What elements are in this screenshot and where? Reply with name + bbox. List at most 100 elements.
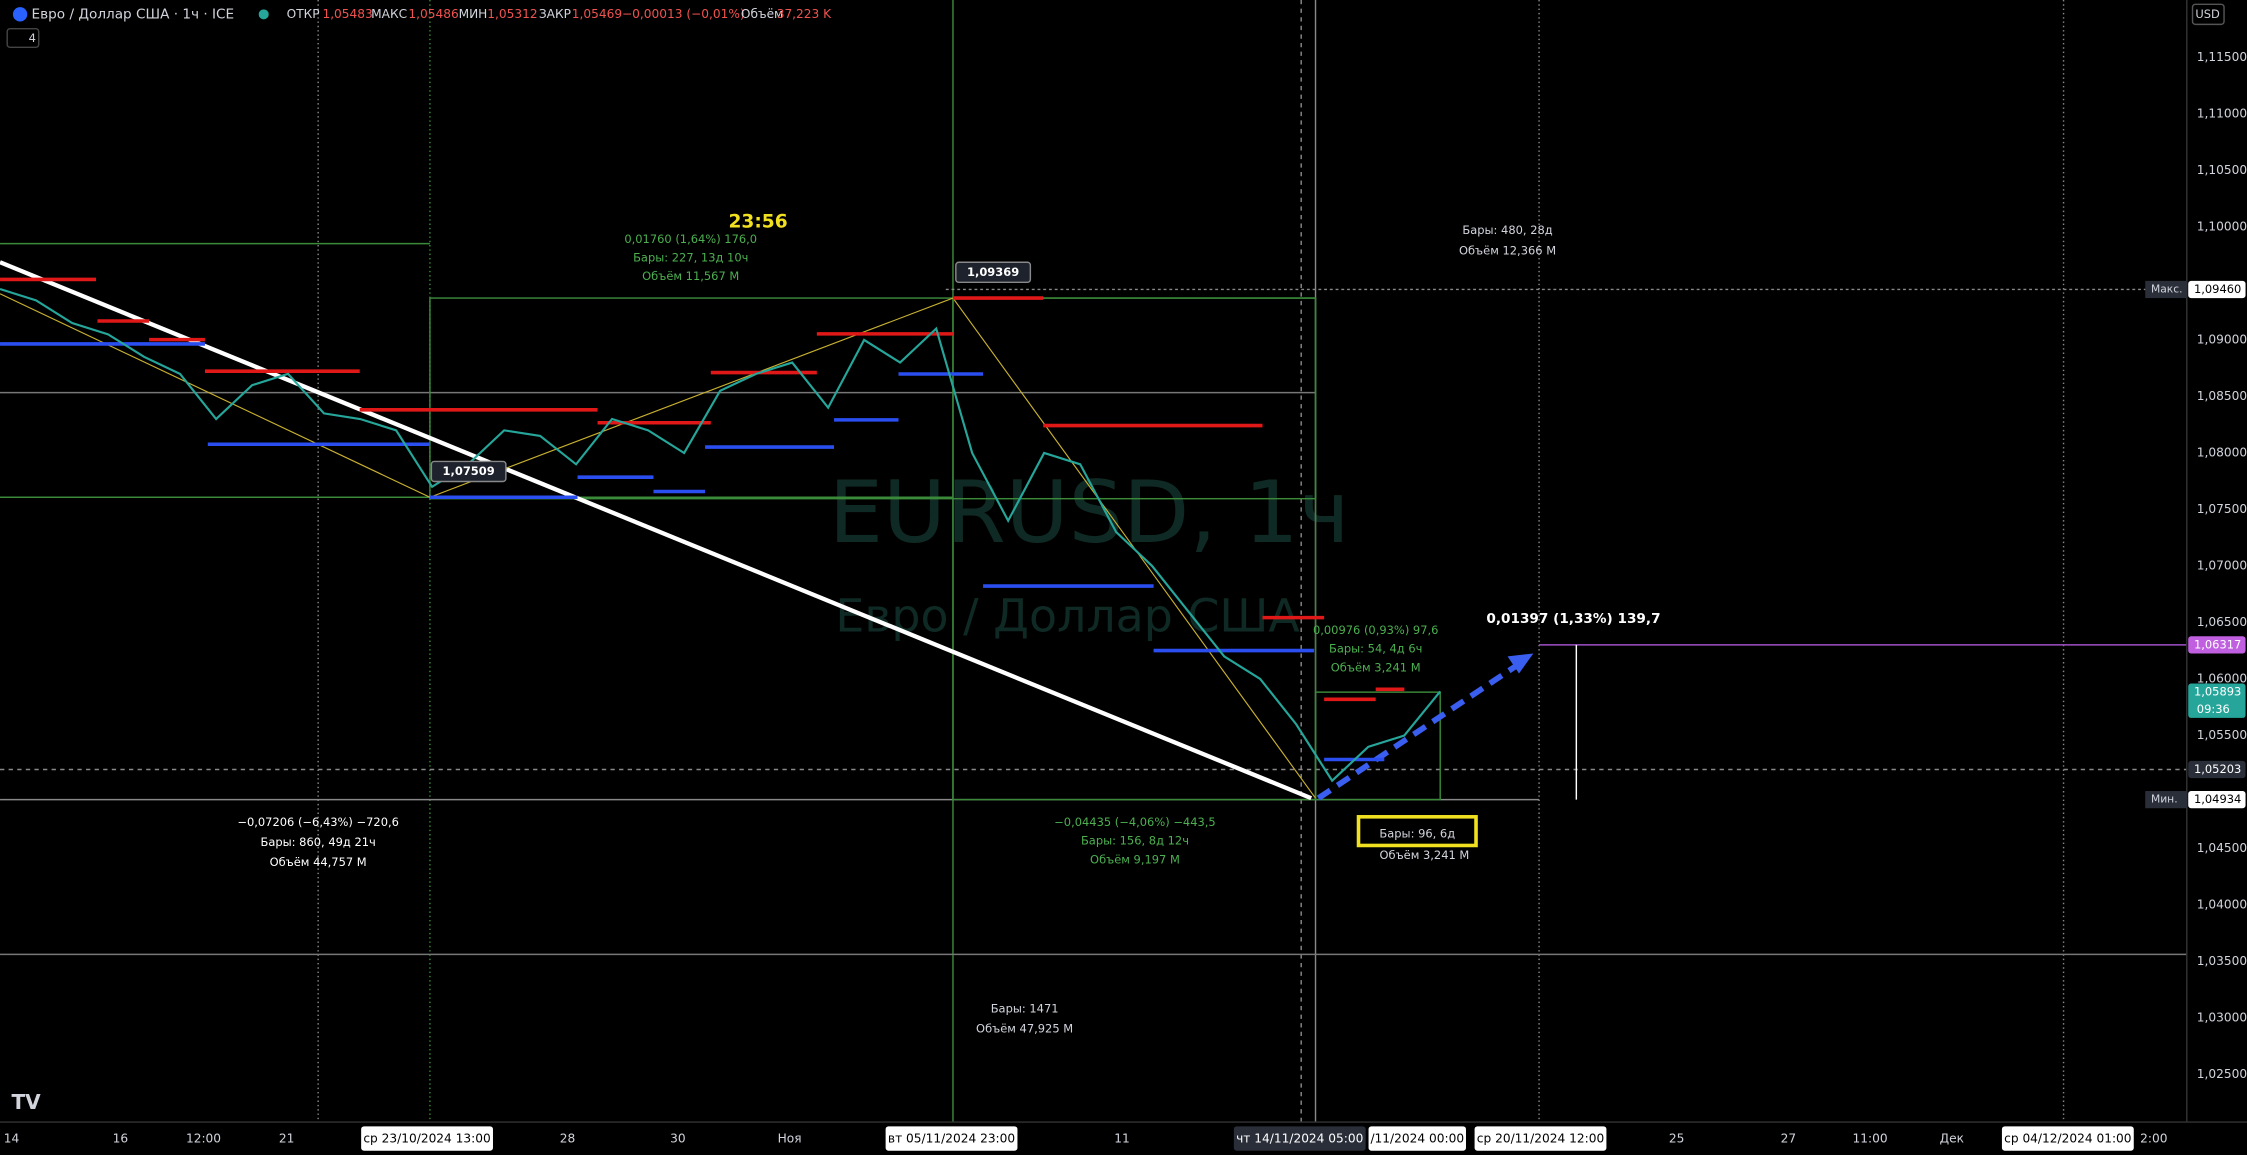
- time-tick-label: 30: [670, 1132, 686, 1146]
- price-label: 1,09460: [2194, 282, 2241, 296]
- price-tick-label: 1,07000: [2197, 558, 2247, 572]
- time-tick-label: Ноя: [778, 1132, 802, 1146]
- value: 37,223 K: [777, 7, 832, 21]
- annotation: Бары: 54, 4д 6ч: [1329, 642, 1422, 656]
- time-tick-label: 12:00: [186, 1132, 221, 1146]
- price-tick-label: 1,08000: [2197, 445, 2247, 459]
- annotation: 1,09369: [967, 265, 1019, 279]
- price-tag: Макс.: [2151, 282, 2183, 295]
- annotation: Объём 3,241 M: [1331, 660, 1421, 674]
- price-tick-label: 1,03500: [2197, 954, 2247, 968]
- price-label-box: [2188, 683, 2246, 718]
- price-callout: [430, 460, 507, 483]
- time-label-box: [1233, 1126, 1366, 1151]
- label: ЗАКР: [539, 7, 571, 21]
- price-label-box: [2188, 280, 2246, 299]
- highlight-box: [1356, 815, 1478, 848]
- annotation: Бары: 96, 6д: [1379, 827, 1455, 841]
- annotation: Объём 12,366 M: [1459, 243, 1556, 257]
- price-tick-label: 1,05500: [2197, 728, 2247, 742]
- price-label-box: [2188, 760, 2246, 779]
- time-tick-label: ср 23/10/2024 13:00: [363, 1132, 490, 1146]
- price-tick-label: 1,10000: [2197, 219, 2247, 233]
- price-tick-label: 1,07500: [2197, 502, 2247, 516]
- price-label-box: [2188, 636, 2246, 654]
- time-tick-label: ср 04/12/2024 01:00: [2004, 1132, 2131, 1146]
- currency-button[interactable]: [2191, 3, 2225, 26]
- annotation: 0,01397 (1,33%) 139,7: [1486, 611, 1660, 627]
- time-tick-label: 14: [4, 1132, 20, 1146]
- price-tick-label: 1,03000: [2197, 1011, 2247, 1025]
- annotations: 23:560,01760 (1,64%) 176,0 Бары: 227, 13д…: [237, 212, 1660, 1036]
- resistance-levels: [0, 277, 1405, 702]
- indicators-count[interactable]: 4: [29, 31, 36, 45]
- price-labels: 1,09460 Макс. 1,06317 1,05893 09:36 1,05203 1,…: [2145, 280, 2246, 809]
- price-tick-label: 1,10500: [2197, 163, 2247, 177]
- annotation: Бары: 227, 13д 10ч: [633, 250, 748, 264]
- price-tick-label: 1,08500: [2197, 389, 2247, 403]
- time-ticks: 14 16 12:00 21 ср 23/10/2024 13:00 28 30 Ноя вт …: [4, 1126, 2168, 1151]
- value: 1,05312: [487, 7, 537, 21]
- time-tick-label: ср 20/11/2024 12:00: [1477, 1132, 1604, 1146]
- annotation: 23:56: [728, 212, 787, 233]
- forecast-arrow: [1316, 659, 1524, 801]
- time-tick-label: 27: [1781, 1132, 1796, 1146]
- time-label-box: [361, 1126, 493, 1151]
- annotation: 1,07509: [443, 464, 495, 478]
- arrow-head: [1507, 653, 1534, 674]
- price-axis: [2186, 0, 2247, 1155]
- time-tick-label: 11: [1114, 1132, 1130, 1146]
- price-label: 1,05203: [2194, 762, 2241, 776]
- time-tick-label: 21: [279, 1132, 295, 1146]
- price-tick-label: 1,02500: [2197, 1067, 2247, 1081]
- time-tick-label: 2:00: [2140, 1132, 2167, 1146]
- price-label-box: [2188, 791, 2246, 809]
- price-tick-label: 1,09000: [2197, 332, 2247, 346]
- ohlc: ОТКР 1,05483 МАКС 1,05486 МИН 1,05312 ЗА…: [287, 7, 833, 21]
- label: МИН: [459, 7, 488, 21]
- price-label: 1,06317: [2194, 637, 2241, 651]
- logo: 𝗧𝗩: [11, 1090, 41, 1114]
- bar-timer: 09:36: [2197, 702, 2230, 716]
- time-tick-label: Дек: [1940, 1132, 1964, 1146]
- indicators-toggle[interactable]: [6, 27, 40, 49]
- label: МАКС: [371, 7, 407, 21]
- annotation: −0,04435 (−4,06%) −443,5: [1054, 815, 1216, 829]
- currency[interactable]: USD: [2195, 7, 2220, 21]
- price-label: 1,05893: [2194, 685, 2241, 699]
- annotation: Бары: 1471: [991, 1001, 1059, 1015]
- price-tick-label: 1,06500: [2197, 615, 2247, 629]
- annotation: 0,01760 (1,64%) 176,0: [624, 232, 757, 246]
- annotation: −0,07206 (−6,43%) −720,6: [237, 815, 399, 829]
- value: 1,05483: [322, 7, 372, 21]
- annotation: Бары: 860, 49д 21ч: [260, 835, 375, 849]
- time-tick-label: /11/2024 00:00: [1370, 1132, 1464, 1146]
- price-tick-label: 1,11500: [2197, 50, 2247, 64]
- time-label-box: [1368, 1126, 1466, 1151]
- trend-line: [0, 260, 1313, 801]
- annotation: Объём 11,567 M: [642, 269, 739, 283]
- annotation: Объём 9,197 M: [1090, 852, 1180, 866]
- annotation: Объём 44,757 M: [270, 855, 367, 869]
- status-dot: [258, 9, 269, 20]
- price-callout: [955, 261, 1032, 284]
- label: ОТКР: [287, 7, 320, 21]
- annotation: Бары: 480, 28д: [1462, 223, 1552, 237]
- time-tick-label: 28: [560, 1132, 576, 1146]
- range-box: [1314, 691, 1441, 801]
- label: Объём: [741, 7, 783, 21]
- price-tag-box: [2145, 791, 2187, 809]
- price-tag-box: [2145, 280, 2187, 299]
- price-series: [0, 288, 1442, 783]
- range-box: [952, 297, 1317, 801]
- time-label-box: [2001, 1126, 2134, 1151]
- price-tick-label: 1,11000: [2197, 106, 2247, 120]
- annotation: Объём 47,925 M: [976, 1021, 1073, 1035]
- time-label-box: [1474, 1126, 1607, 1151]
- change: −0,00013 (−0,01%): [622, 7, 745, 21]
- price-tick-label: 1,04000: [2197, 898, 2247, 912]
- value: 1,05486: [408, 7, 458, 21]
